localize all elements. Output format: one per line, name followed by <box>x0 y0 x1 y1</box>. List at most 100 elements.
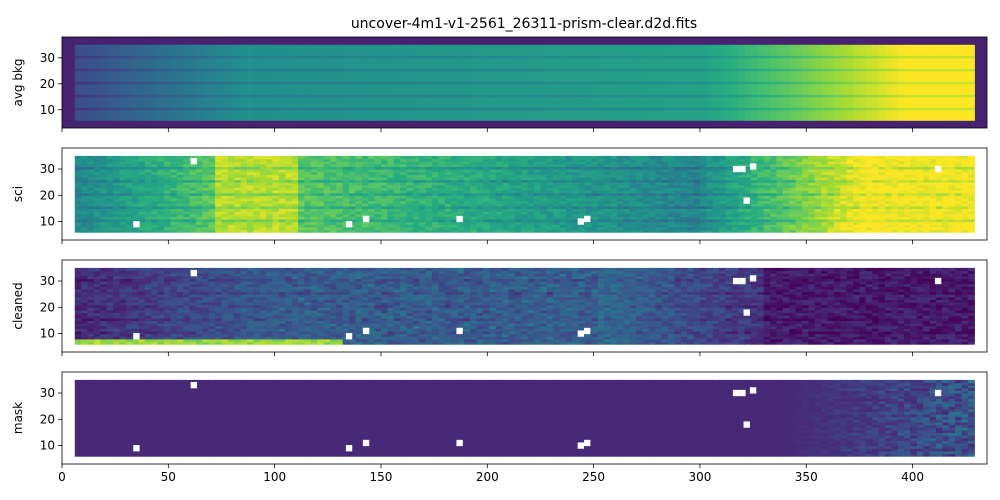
heatmap-cell <box>176 104 184 108</box>
heatmap-image <box>74 155 975 233</box>
heatmap-cell <box>942 81 950 85</box>
heatmap-cell <box>81 44 89 48</box>
heatmap-cell <box>731 109 739 113</box>
heatmap-cell <box>151 73 159 77</box>
heatmap-cell <box>725 68 733 72</box>
heatmap-cell <box>623 78 631 82</box>
heatmap-cell <box>719 107 727 111</box>
heatmap-cell <box>157 99 165 103</box>
heatmap-cell <box>406 81 414 85</box>
heatmap-cell <box>846 86 854 90</box>
heatmap-cell <box>189 115 197 119</box>
heatmap-cell <box>87 192 95 196</box>
heatmap-cell <box>202 171 210 175</box>
heatmap-cell <box>151 169 159 173</box>
heatmap-cell <box>381 63 388 67</box>
heatmap-cell <box>923 86 931 90</box>
heatmap-cell <box>393 91 401 95</box>
heatmap-cell <box>278 50 286 54</box>
heatmap-cell <box>138 195 146 199</box>
heatmap-cell <box>463 70 471 74</box>
heatmap-cell <box>527 89 535 93</box>
heatmap-cell <box>470 44 478 48</box>
heatmap-cell <box>617 104 624 108</box>
heatmap-cell <box>827 117 835 121</box>
heatmap-cell <box>897 76 905 80</box>
heatmap-cell <box>751 65 758 69</box>
heatmap-cell <box>355 63 363 67</box>
heatmap-cell <box>125 213 133 217</box>
heatmap-cell <box>770 94 778 98</box>
heatmap-cell <box>687 117 695 121</box>
heatmap-cell <box>272 73 280 77</box>
heatmap-cell <box>132 107 140 111</box>
heatmap-cell <box>317 89 325 93</box>
heatmap-cell <box>865 99 873 103</box>
heatmap-cell <box>87 219 95 223</box>
heatmap-cell <box>157 94 165 98</box>
heatmap-cell <box>125 190 133 194</box>
heatmap-cell <box>361 57 369 61</box>
heatmap-cell <box>502 78 510 82</box>
heatmap-cell <box>929 50 937 54</box>
heatmap-cell <box>317 55 325 59</box>
heatmap-cell <box>731 47 739 51</box>
heatmap-cell <box>897 78 905 82</box>
heatmap-cell <box>610 68 618 72</box>
heatmap-cell <box>208 200 216 204</box>
heatmap-cell <box>572 109 580 113</box>
heatmap-cell <box>846 68 854 72</box>
heatmap-cell <box>432 57 439 61</box>
heatmap-cell <box>157 112 165 116</box>
heatmap-cell <box>578 73 586 77</box>
heatmap-cell <box>278 81 286 85</box>
heatmap-cell <box>144 70 152 74</box>
heatmap-cell <box>329 104 337 108</box>
heatmap-cell <box>157 211 165 215</box>
heatmap-cell <box>534 52 542 56</box>
heatmap-cell <box>100 187 108 191</box>
heatmap-cell <box>202 161 210 165</box>
heatmap-cell <box>215 163 223 167</box>
heatmap-cell <box>802 86 809 90</box>
heatmap-cell <box>859 55 867 59</box>
heatmap-cell <box>489 78 497 82</box>
heatmap-cell <box>119 68 127 72</box>
heatmap-cell <box>821 50 829 54</box>
heatmap-cell <box>412 57 420 61</box>
heatmap-cell <box>125 91 133 95</box>
heatmap-cell <box>138 76 146 80</box>
heatmap-cell <box>763 50 771 54</box>
heatmap-cell <box>578 109 586 113</box>
heatmap-cell <box>661 50 669 54</box>
heatmap-cell <box>278 52 286 56</box>
heatmap-cell <box>795 63 803 67</box>
heatmap-cell <box>668 96 675 100</box>
heatmap-cell <box>202 89 210 93</box>
heatmap-cell <box>259 81 267 85</box>
heatmap-cell <box>119 211 127 215</box>
heatmap-cell <box>610 44 618 48</box>
heatmap-cell <box>432 78 439 82</box>
heatmap-cell <box>668 52 675 56</box>
heatmap-cell <box>942 83 950 87</box>
heatmap-cell <box>278 83 286 87</box>
heatmap-cell <box>495 73 503 77</box>
heatmap-cell <box>744 81 752 85</box>
heatmap-cell <box>323 73 331 77</box>
heatmap-cell <box>814 102 822 106</box>
heatmap-cell <box>419 112 427 116</box>
heatmap-cell <box>196 81 203 85</box>
heatmap-cell <box>553 60 561 64</box>
heatmap-cell <box>610 63 618 67</box>
heatmap-cell <box>144 229 152 233</box>
heatmap-cell <box>655 57 663 61</box>
heatmap-cell <box>81 174 89 178</box>
heatmap-cell <box>202 115 210 119</box>
heatmap-cell <box>585 94 593 98</box>
heatmap-cell <box>623 112 631 116</box>
heatmap-cell <box>412 65 420 69</box>
heatmap-cell <box>247 205 254 209</box>
heatmap-cell <box>400 76 408 80</box>
heatmap-cell <box>967 83 975 87</box>
